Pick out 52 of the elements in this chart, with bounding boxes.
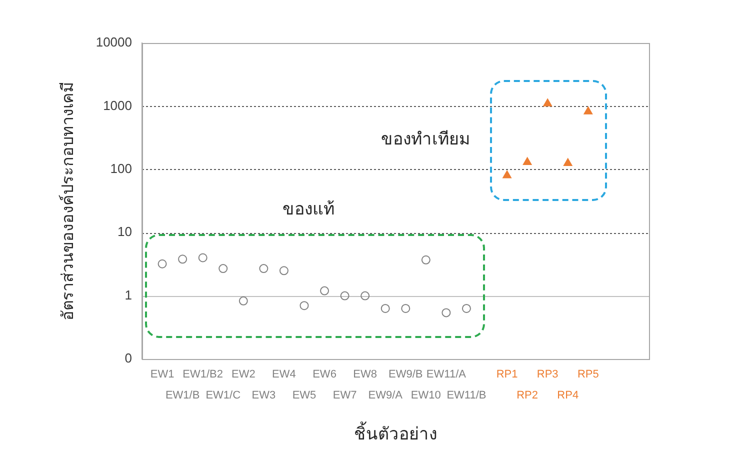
y-tick-label: 10 <box>118 224 132 240</box>
x-tick-label: RP3 <box>536 368 558 380</box>
x-tick-label: EW9/A <box>368 389 404 402</box>
point <box>218 264 228 274</box>
y-tick-label: 1 <box>124 287 132 302</box>
text: ของทำเทียม <box>381 130 470 149</box>
point <box>442 308 451 318</box>
point <box>563 158 572 166</box>
y-axis-title: อัตราส่วนขององค์ประกอบทางเคมี <box>58 82 78 320</box>
y-tick-label: 100 <box>110 160 132 176</box>
point <box>380 304 390 313</box>
point <box>178 254 188 264</box>
x-tick-label: EW4 <box>272 368 296 380</box>
point <box>340 291 350 300</box>
x-tick-label: RP2 <box>516 389 538 402</box>
point <box>300 301 309 310</box>
point <box>421 255 430 264</box>
point <box>543 98 552 106</box>
x-tick-label: EW1/C <box>206 389 241 402</box>
x-tick-label: EW7 <box>332 389 357 402</box>
point <box>401 304 410 313</box>
point <box>502 170 512 178</box>
point <box>522 157 532 165</box>
y-tick-label: 10000 <box>96 34 132 50</box>
x-tick-label: EW1/B2 <box>182 368 224 380</box>
x-axis-title: ชิ้นตัวอย่าง <box>354 421 437 444</box>
x-tick-label: EW6 <box>312 368 336 380</box>
point <box>259 264 268 274</box>
x-tick-label: EW5 <box>292 389 316 402</box>
point <box>462 304 471 313</box>
x-tick-label: RP4 <box>557 389 579 402</box>
text: ของแท้ <box>282 199 334 218</box>
x-tick-label: RP5 <box>577 368 599 380</box>
point <box>158 259 167 268</box>
y-tick-label: 1000 <box>103 98 132 113</box>
x-tick-label: EW8 <box>353 368 377 380</box>
x-tick-label: EW11/B <box>446 389 486 402</box>
point <box>279 266 288 276</box>
x-tick-label: EW1/B <box>165 389 200 402</box>
y-tick-label: 0 <box>124 350 132 366</box>
point <box>360 291 370 300</box>
point <box>584 106 593 114</box>
x-tick-label: EW3 <box>252 389 276 402</box>
x-tick-label: EW2 <box>231 368 256 380</box>
x-tick-label: RP1 <box>496 368 518 380</box>
point <box>198 253 208 262</box>
x-tick-label: EW10 <box>410 389 441 402</box>
point <box>320 286 330 296</box>
x-tick-label: EW9/B <box>388 368 423 380</box>
x-tick-label: EW11/A <box>426 368 467 380</box>
point <box>238 296 248 306</box>
x-tick-label: EW1 <box>150 368 174 380</box>
